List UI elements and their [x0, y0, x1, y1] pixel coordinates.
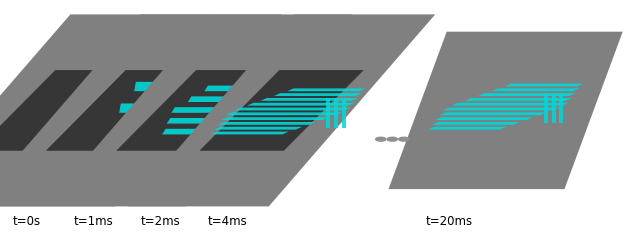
Circle shape — [387, 137, 397, 141]
Polygon shape — [287, 88, 365, 91]
Polygon shape — [221, 117, 329, 120]
Polygon shape — [234, 108, 351, 110]
Polygon shape — [247, 103, 355, 106]
Polygon shape — [45, 14, 352, 206]
Polygon shape — [162, 129, 205, 134]
Polygon shape — [465, 98, 572, 101]
Polygon shape — [128, 14, 435, 206]
Polygon shape — [432, 122, 520, 125]
Polygon shape — [211, 132, 289, 134]
Polygon shape — [46, 70, 210, 151]
Polygon shape — [388, 32, 623, 189]
Polygon shape — [428, 127, 506, 130]
Polygon shape — [0, 14, 282, 206]
Polygon shape — [274, 93, 362, 96]
Polygon shape — [225, 112, 342, 115]
Polygon shape — [478, 93, 576, 96]
Polygon shape — [0, 70, 140, 151]
Polygon shape — [226, 98, 228, 128]
Polygon shape — [435, 117, 533, 120]
Polygon shape — [334, 98, 338, 128]
Polygon shape — [342, 98, 346, 128]
Polygon shape — [443, 108, 560, 110]
Circle shape — [376, 137, 386, 141]
Text: t=4ms: t=4ms — [208, 215, 248, 228]
Polygon shape — [218, 122, 316, 125]
Polygon shape — [134, 82, 154, 91]
Polygon shape — [230, 98, 232, 128]
Polygon shape — [214, 127, 302, 130]
Polygon shape — [200, 70, 364, 151]
Text: t=1ms: t=1ms — [74, 215, 113, 228]
Polygon shape — [326, 98, 330, 128]
Circle shape — [399, 137, 409, 141]
Polygon shape — [552, 93, 556, 123]
Polygon shape — [505, 84, 583, 86]
Polygon shape — [115, 125, 134, 134]
Text: t=20ms: t=20ms — [426, 215, 473, 228]
Polygon shape — [439, 112, 547, 115]
Polygon shape — [559, 93, 563, 123]
Polygon shape — [188, 96, 243, 102]
Polygon shape — [119, 103, 150, 113]
Polygon shape — [172, 107, 238, 113]
Polygon shape — [492, 88, 579, 91]
Polygon shape — [260, 98, 358, 101]
Polygon shape — [0, 14, 211, 206]
Text: t=0s: t=0s — [13, 215, 41, 228]
Polygon shape — [167, 118, 221, 124]
Text: t=2ms: t=2ms — [141, 215, 180, 228]
Polygon shape — [204, 86, 248, 91]
Polygon shape — [544, 93, 548, 123]
Polygon shape — [451, 103, 568, 106]
Polygon shape — [116, 70, 280, 151]
Polygon shape — [234, 98, 237, 128]
